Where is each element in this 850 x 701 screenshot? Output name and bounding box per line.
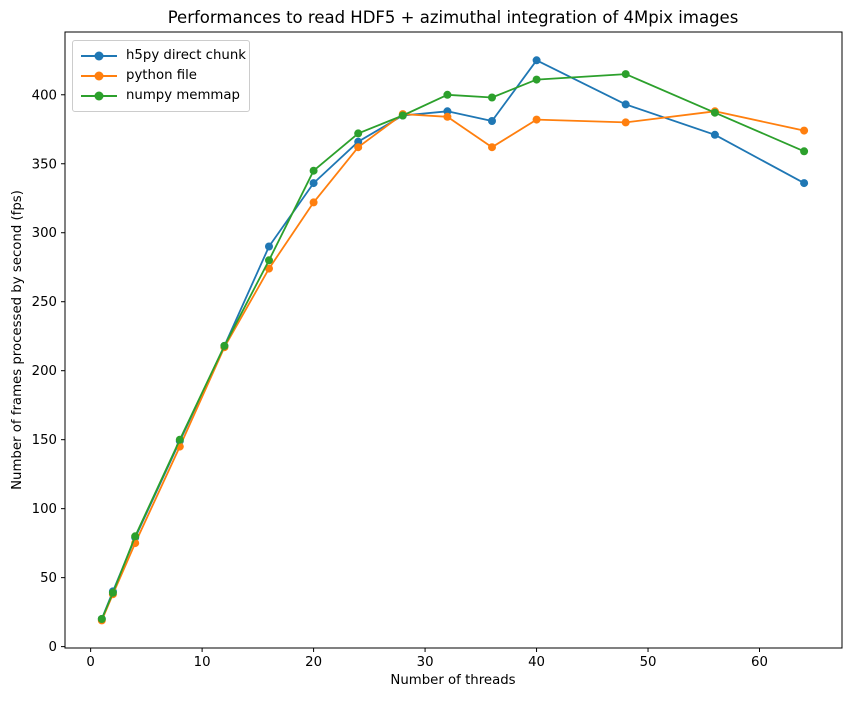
legend-item-label: h5py direct chunk [126, 48, 246, 63]
legend-marker-dot [94, 91, 104, 101]
legend-item-label: numpy memmap [126, 88, 240, 103]
data-point-marker [443, 112, 452, 121]
data-point-marker [354, 143, 363, 152]
data-point-marker [443, 107, 452, 116]
legend-item: python file [81, 66, 241, 86]
data-point-marker [220, 341, 229, 350]
legend: h5py direct chunk python file numpy memmap [72, 40, 250, 112]
series-layer [97, 56, 809, 625]
y-tick-label: 350 [32, 157, 57, 172]
data-point-marker [309, 166, 318, 175]
y-tick-label: 250 [32, 295, 57, 310]
data-point-marker [488, 143, 496, 152]
data-point-marker [532, 56, 541, 65]
legend-item: h5py direct chunk [81, 46, 246, 66]
data-point-marker [309, 198, 318, 207]
x-tick-label: 40 [528, 655, 545, 670]
y-tick-label: 50 [40, 571, 57, 586]
data-point-marker [108, 588, 117, 597]
x-tick-label: 20 [305, 655, 322, 670]
data-point-marker [800, 179, 809, 188]
x-axis-label: Number of threads [390, 673, 515, 688]
data-point-marker [265, 264, 273, 273]
legend-marker-dot [94, 51, 104, 61]
x-tick-label: 0 [86, 655, 94, 670]
data-point-marker [621, 100, 630, 109]
legend-line-marker-swatch [81, 71, 117, 81]
data-point-marker [131, 532, 140, 541]
data-point-marker [621, 70, 630, 79]
data-point-marker [97, 615, 106, 623]
legend-line-marker-swatch [81, 51, 117, 61]
y-tick-label: 300 [32, 226, 57, 241]
data-point-marker [443, 90, 452, 99]
data-point-marker [175, 435, 184, 444]
data-point-marker [710, 130, 719, 139]
data-point-marker [309, 179, 318, 188]
legend-item: numpy memmap [81, 86, 241, 106]
data-point-marker [354, 129, 363, 138]
data-point-marker [488, 117, 496, 125]
legend-line-marker-swatch [81, 91, 117, 101]
x-tick-label: 60 [751, 655, 768, 670]
data-point-marker [800, 147, 809, 156]
x-tick-label: 30 [417, 655, 434, 670]
data-point-marker [265, 242, 273, 251]
legend-item-label: python file [126, 68, 197, 83]
y-tick-label: 200 [32, 364, 57, 379]
x-tick-label: 10 [194, 655, 211, 670]
data-point-marker [398, 111, 407, 120]
data-point-marker [800, 126, 809, 135]
x-tick-label: 50 [640, 655, 657, 670]
data-point-marker [532, 75, 541, 84]
axis-ticks: 0 10 20 30 40 50 60 0 50 100 150 200 250 300 350 400 [32, 88, 768, 670]
y-tick-label: 400 [32, 88, 57, 103]
data-point-marker [532, 115, 541, 124]
y-tick-label: 100 [32, 502, 57, 517]
data-point-marker [488, 93, 496, 102]
legend-marker-dot [94, 71, 104, 81]
chart-title: Performances to read HDF5 + azimuthal in… [168, 8, 739, 27]
y-tick-label: 150 [32, 433, 57, 448]
y-axis-label: Number of frames processed by second (fp… [10, 190, 25, 490]
plot-area [64, 31, 843, 649]
data-point-marker [354, 137, 363, 146]
data-point-marker [621, 118, 630, 127]
y-tick-label: 0 [49, 640, 57, 655]
data-point-marker [710, 108, 719, 117]
data-point-marker [265, 256, 273, 265]
